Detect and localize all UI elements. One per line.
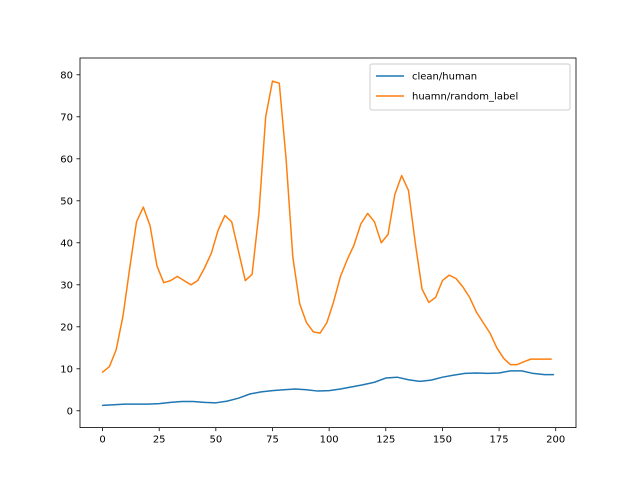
y-axis-ticks: 0 10 20 30 40 50 60 70 80 bbox=[60, 70, 80, 417]
series-line-1 bbox=[101, 80, 552, 373]
x-tick-label: 100 bbox=[320, 435, 339, 446]
x-axis-ticks: 0 25 50 75 100 125 150 175 200 bbox=[99, 427, 565, 446]
y-tick-label: 30 bbox=[60, 280, 73, 291]
x-tick-label: 50 bbox=[209, 435, 222, 446]
y-tick-label: 70 bbox=[60, 112, 73, 123]
plot-area bbox=[80, 58, 576, 428]
y-tick-label: 10 bbox=[60, 364, 73, 375]
x-tick-label: 75 bbox=[266, 435, 279, 446]
x-tick-label: 150 bbox=[433, 435, 452, 446]
x-tick-label: 125 bbox=[376, 435, 395, 446]
legend-box bbox=[369, 63, 571, 111]
y-tick-label: 40 bbox=[60, 238, 73, 249]
series-line-0 bbox=[101, 370, 555, 407]
legend-label-0: clean/human bbox=[412, 72, 477, 83]
x-tick-label: 175 bbox=[490, 435, 509, 446]
y-tick-label: 20 bbox=[60, 322, 73, 333]
series-layer bbox=[101, 80, 555, 407]
y-tick-label: 60 bbox=[60, 154, 73, 165]
y-tick-label: 0 bbox=[67, 406, 73, 417]
x-tick-label: 0 bbox=[99, 435, 105, 446]
y-tick-label: 50 bbox=[60, 196, 73, 207]
legend: clean/human huamn/random_label bbox=[369, 63, 571, 111]
y-tick-label: 80 bbox=[60, 70, 73, 81]
x-tick-label: 25 bbox=[153, 435, 166, 446]
x-tick-label: 200 bbox=[546, 435, 565, 446]
legend-label-1: huamn/random_label bbox=[412, 92, 518, 103]
